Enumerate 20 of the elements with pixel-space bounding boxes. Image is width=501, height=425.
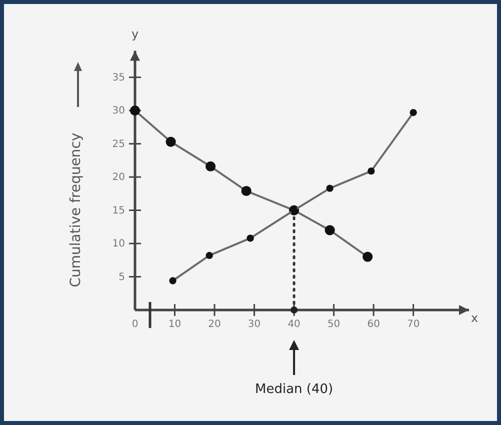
y-tick-label: 20 (112, 172, 125, 184)
y-tick-label: 15 (112, 205, 125, 216)
x-tick-label: 40 (288, 319, 300, 330)
text: Cumulative frequency (68, 132, 84, 288)
y-tick-label: 25 (112, 138, 125, 150)
y-tick-label: 35 (112, 72, 125, 84)
x-tick-label: 30 (248, 319, 261, 330)
ref-line-label: Median (40) (254, 382, 334, 397)
y-tick-label: 30 (112, 106, 125, 117)
x-tick-label: 70 (406, 319, 420, 330)
y-axis-title: y (131, 27, 139, 41)
x-tick-label: 0 (132, 319, 138, 330)
x-tick-label: 60 (367, 319, 380, 330)
x-axis-title: x (471, 311, 478, 325)
x-tick-label: 50 (327, 319, 340, 330)
y-tick-label: 10 (112, 238, 125, 250)
point (290, 306, 298, 314)
y-tick-label: 5 (118, 272, 125, 283)
x-tick-label: 20 (208, 319, 221, 330)
x-tick-label: 10 (168, 319, 182, 330)
